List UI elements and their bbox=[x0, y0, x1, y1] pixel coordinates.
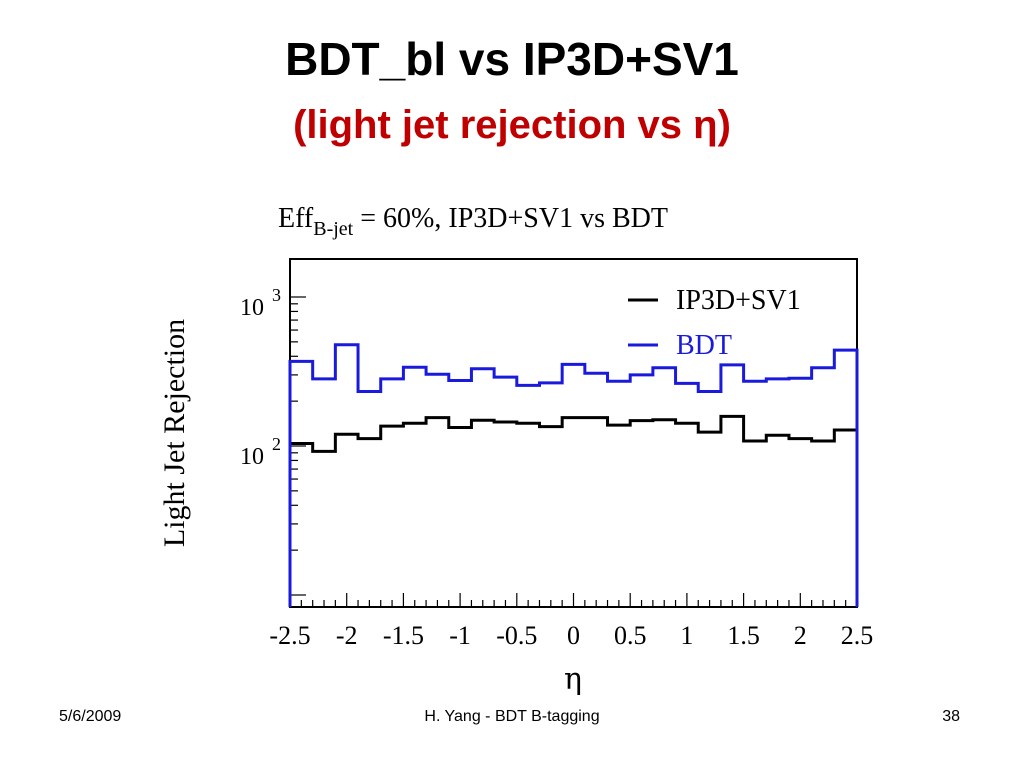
x-tick-label: 1.5 bbox=[727, 621, 760, 650]
series-lines bbox=[288, 343, 859, 607]
x-axis-label: η bbox=[564, 662, 582, 697]
y-tick-label: 10 3 bbox=[240, 285, 281, 321]
x-tick-label: 0 bbox=[567, 621, 580, 650]
x-tick-label: 1 bbox=[680, 621, 693, 650]
series-line-ip3d-sv1 bbox=[288, 414, 859, 607]
y-tick-base: 10 bbox=[240, 444, 264, 470]
chart-title: EffB-jet = 60%, IP3D+SV1 vs BDT bbox=[278, 203, 668, 240]
footer-date: 5/6/2009 bbox=[59, 708, 122, 725]
x-tick-label: 0.5 bbox=[614, 621, 647, 650]
y-axis-label: Light Jet Rejection bbox=[158, 319, 191, 547]
x-tick-label: -1.5 bbox=[383, 621, 424, 650]
legend: IP3D+SV1 BDT bbox=[628, 285, 801, 361]
x-tick-label: -1 bbox=[449, 621, 471, 650]
legend-label-ip3d-sv1: IP3D+SV1 bbox=[676, 285, 801, 316]
series-line-bdt bbox=[288, 343, 859, 607]
chart-title-subscript: B-jet bbox=[313, 218, 353, 240]
x-tick-label: -0.5 bbox=[496, 621, 537, 650]
x-tick-label: 2.5 bbox=[841, 621, 874, 650]
x-tick-labels: -2.5 -2 -1.5 -1 -0.5 0 0.5 1 1.5 2 2.5 bbox=[269, 621, 873, 650]
slide-title: BDT_bl vs IP3D+SV1 bbox=[285, 33, 739, 85]
slide-subtitle: (light jet rejection vs η) bbox=[293, 103, 731, 147]
chart-title-main: Eff bbox=[278, 203, 314, 234]
axis-ticks bbox=[289, 296, 858, 607]
legend-label-bdt: BDT bbox=[676, 330, 732, 361]
page-number: 38 bbox=[942, 708, 960, 725]
y-tick-exponent: 2 bbox=[272, 434, 281, 454]
x-tick-label: -2 bbox=[336, 621, 358, 650]
y-tick-label: 10 2 bbox=[240, 434, 281, 470]
y-tick-base: 10 bbox=[240, 295, 264, 321]
x-tick-label: -2.5 bbox=[269, 621, 310, 650]
y-tick-exponent: 3 bbox=[272, 285, 281, 305]
chart-title-rest: = 60%, IP3D+SV1 vs BDT bbox=[353, 203, 668, 234]
y-tick-labels: 10 2 10 3 bbox=[240, 285, 281, 470]
footer-center-text: H. Yang - BDT B-tagging bbox=[424, 708, 600, 725]
x-tick-label: 2 bbox=[794, 621, 807, 650]
